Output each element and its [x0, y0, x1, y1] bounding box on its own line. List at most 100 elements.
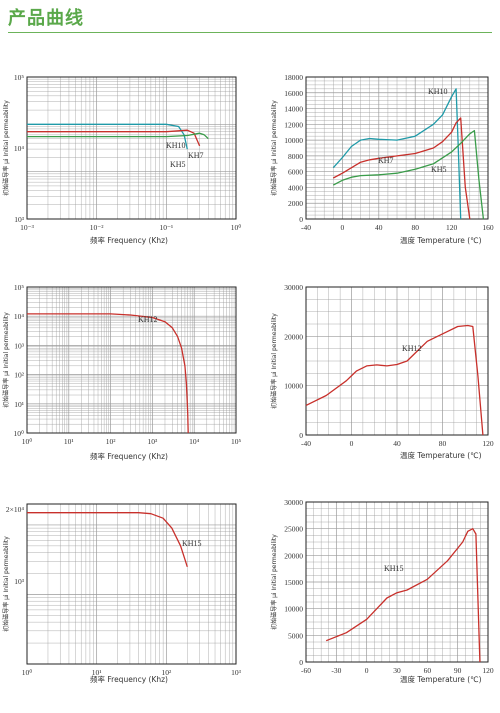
series-line-kh10 [332, 88, 462, 220]
y-tick-label: 30000 [284, 283, 303, 292]
series-label-kh12: KH12 [402, 344, 422, 353]
series-label-kh10: KH10 [166, 141, 186, 150]
y-tick-label: 12000 [284, 120, 303, 129]
x-tick-label: 0 [350, 439, 354, 448]
series-label-kh10: KH10 [428, 87, 448, 96]
x-tick-label: -40 [301, 439, 311, 448]
page-header: 产品曲线 [0, 0, 500, 36]
x-tick-label: 10² [161, 668, 172, 677]
x-tick-label: 40 [393, 439, 401, 448]
x-tick-label: 10⁰ [22, 668, 33, 677]
y-tick-label: 18000 [284, 73, 303, 82]
x-tick-label: 10⁰ [22, 437, 33, 446]
x-tick-label: 10⁰ [231, 223, 242, 232]
series-label-kh7: KH7 [378, 156, 394, 165]
y-axis-label: 初始磁导率 μi Initial permeability [2, 100, 10, 196]
x-axis-label: 温度 Temperature (℃) [400, 674, 482, 684]
title-divider [8, 32, 492, 33]
chart-grid [26, 287, 236, 434]
y-tick-label: 4000 [288, 183, 303, 192]
y-tick-label: 10⁴ [14, 144, 25, 153]
chart-frame [305, 501, 489, 663]
x-tick-label: 10³ [231, 668, 242, 677]
x-tick-label: 10⁻³ [20, 223, 34, 232]
chart-frame [26, 286, 237, 434]
y-tick-label: 0 [299, 431, 303, 440]
y-tick-label: 14000 [284, 105, 303, 114]
series-line-kh5 [27, 132, 209, 140]
series-label-kh7: KH7 [188, 151, 204, 160]
series-label-kh5: KH5 [431, 165, 447, 174]
y-tick-label: 10000 [284, 136, 303, 145]
x-axis-label: 频率 Frequency (Khz) [90, 451, 168, 461]
x-tick-label: 10⁻¹ [159, 223, 173, 232]
series-line-kh7 [27, 129, 201, 147]
y-tick-label: 6000 [288, 168, 303, 177]
series-label-kh12: KH12 [138, 315, 158, 324]
chart-1: 10⁻³ 10⁻² 10⁻¹ 10⁰ 10³ 10⁴ 10⁵ 频率 Frequency (Kh… [2, 73, 241, 245]
x-tick-label: 120 [482, 439, 494, 448]
page-title: 产品曲线 [8, 8, 84, 29]
y-axis-label: 初始磁导率 μi Initial permeability [270, 100, 278, 196]
x-tick-label: 80 [439, 439, 447, 448]
x-axis-label: 频率 Frequency (Khz) [90, 235, 168, 245]
y-tick-label: 2×10⁴ [6, 505, 24, 514]
y-tick-label: 0 [299, 215, 303, 224]
x-tick-label: 10¹ [92, 668, 102, 677]
x-tick-label: 30 [393, 666, 401, 675]
y-tick-label: 10³ [14, 341, 25, 350]
series-label-kh5: KH5 [170, 160, 186, 169]
chart-grid [305, 286, 489, 436]
chart-grid [26, 503, 236, 665]
x-tick-label: 10⁵ [231, 437, 242, 446]
x-tick-label: 90 [454, 666, 462, 675]
series-label-kh15: KH15 [182, 539, 202, 548]
y-tick-label: 25000 [284, 525, 303, 534]
x-tick-label: -60 [301, 666, 311, 675]
series-line-kh10 [27, 123, 188, 150]
chart-frame [305, 76, 489, 220]
x-tick-label: 40 [375, 223, 383, 232]
y-tick-label: 0 [299, 658, 303, 667]
series-line-kh15 [27, 512, 188, 567]
series-line-kh15 [325, 528, 481, 663]
y-tick-label: 10² [14, 371, 25, 380]
chart-grid [26, 77, 236, 220]
y-tick-label: 10¹ [14, 400, 24, 409]
x-tick-label: 0 [365, 666, 369, 675]
chart-frame [26, 503, 237, 665]
y-tick-label: 10⁵ [14, 283, 25, 292]
y-tick-label: 8000 [288, 152, 303, 161]
x-tick-label: 10⁻² [90, 223, 104, 232]
x-tick-label: -30 [331, 666, 341, 675]
x-tick-label: 10⁴ [189, 437, 200, 446]
x-axis-label: 频率 Frequency (Khz) [90, 674, 168, 684]
y-tick-label: 10⁵ [14, 73, 25, 82]
y-tick-label: 2000 [288, 199, 303, 208]
y-axis-label: 初始磁导率 μi Initial permeability [270, 313, 278, 409]
x-tick-label: 0 [341, 223, 345, 232]
y-tick-label: 10⁰ [13, 429, 24, 438]
y-axis-label: 初始磁导率 μi Initial permeability [2, 312, 10, 408]
series-line-kh12 [305, 324, 484, 436]
series-label-kh15: KH15 [384, 564, 404, 573]
x-tick-label: 10³ [148, 437, 159, 446]
chart-grid [305, 501, 489, 663]
y-tick-label: 20000 [284, 551, 303, 560]
y-tick-label: 10³ [14, 215, 25, 224]
x-tick-label: 120 [482, 666, 494, 675]
chart-grid [305, 76, 489, 220]
y-tick-label: 10⁴ [14, 312, 25, 321]
y-axis-label: 初始磁导率 μi Initial permeability [2, 536, 10, 632]
x-tick-label: 120 [446, 223, 458, 232]
y-axis-label: 初始磁导率 μi Initial permeability [270, 534, 278, 630]
y-tick-label: 10³ [14, 577, 25, 586]
chart-2: -40 0 40 80 120 16002000400060008000100001200… [270, 73, 494, 245]
x-tick-label: 10² [106, 437, 117, 446]
chart-3: 10⁰ 10¹ 10² 10³ 10⁴ 10⁵ 10⁰ 10¹ 10² 10³ 10⁴ 10⁵ 频率 F… [2, 283, 241, 461]
y-tick-label: 20000 [284, 332, 303, 341]
chart-5: 10⁰ 10¹ 10² 10³ 2×10⁴ 10³ 频率 Frequency (Khz) 初始… [2, 503, 242, 684]
x-axis-label: 温度 Temperature (℃) [400, 450, 482, 460]
